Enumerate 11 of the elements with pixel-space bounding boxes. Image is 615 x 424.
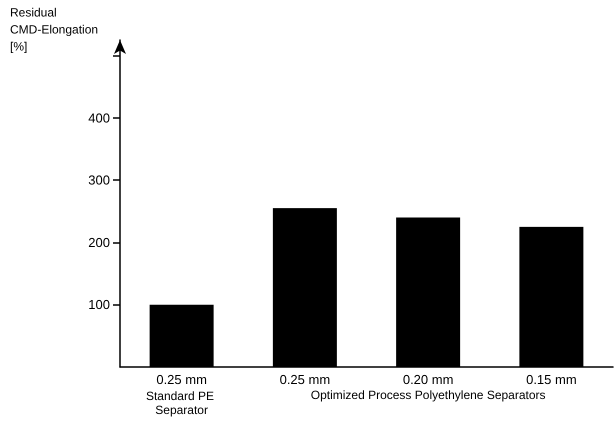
text: Standard PE Separator	[146, 389, 218, 417]
x-tick-label: 0.15 mm	[526, 372, 577, 387]
text: Optimized Process Polyethylene Separators	[310, 388, 546, 402]
x-tick-label: 0.25 mm	[156, 372, 207, 387]
y-tick-label: 200	[88, 234, 110, 250]
x-tick-label: 0.20 mm	[402, 372, 454, 387]
y-tick-label: 100	[88, 297, 110, 312]
y-tick-label: 400	[88, 110, 110, 126]
y-tick-label: 300	[88, 172, 110, 188]
x-tick-label: 0.25 mm	[280, 372, 330, 387]
y-axis-title: Residual CMD-Elongation [%]	[10, 6, 102, 54]
